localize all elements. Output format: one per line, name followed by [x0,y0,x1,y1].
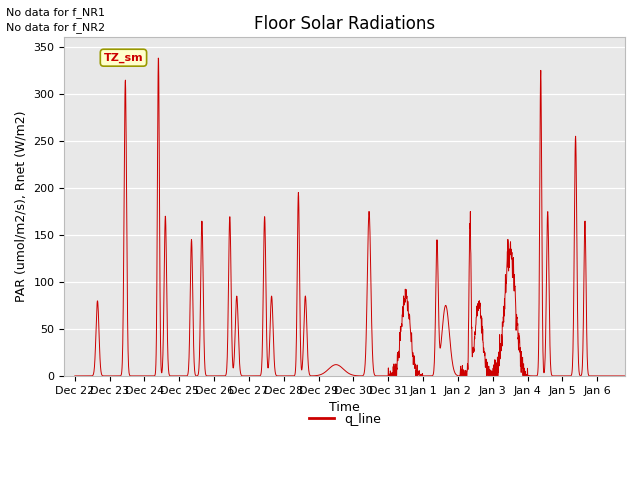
Legend: q_line: q_line [304,408,386,431]
Title: Floor Solar Radiations: Floor Solar Radiations [254,15,435,33]
Text: TZ_sm: TZ_sm [104,53,143,63]
Y-axis label: PAR (umol/m2/s), Rnet (W/m2): PAR (umol/m2/s), Rnet (W/m2) [15,111,28,302]
X-axis label: Time: Time [330,401,360,414]
Text: No data for f_NR2: No data for f_NR2 [6,22,106,33]
Text: No data for f_NR1: No data for f_NR1 [6,7,106,18]
